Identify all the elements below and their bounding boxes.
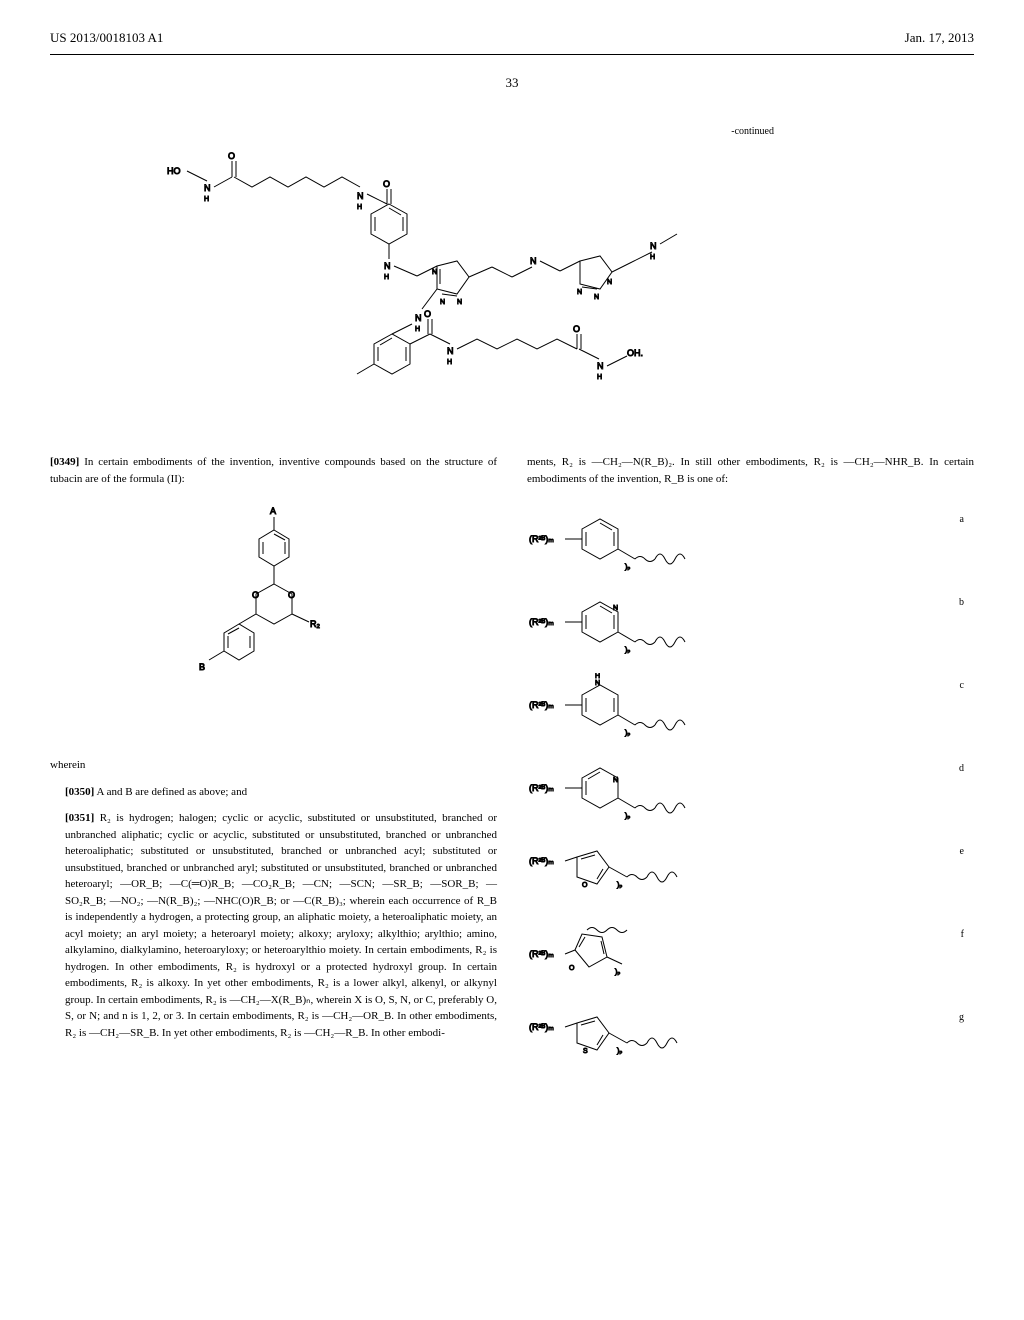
structure-b-row: (R²ᴮ)ₘ N )ₚ b bbox=[527, 590, 974, 665]
svg-text:S: S bbox=[583, 1048, 588, 1055]
svg-text:N: N bbox=[597, 361, 604, 371]
left-column: [0349] In certain embodiments of the inv… bbox=[50, 454, 497, 1088]
para-349-text: In certain embodiments of the invention,… bbox=[50, 456, 497, 485]
svg-text:H: H bbox=[595, 673, 600, 680]
svg-text:O: O bbox=[288, 590, 295, 600]
svg-text:H: H bbox=[597, 374, 602, 381]
svg-text:N: N bbox=[650, 241, 657, 251]
continued-label: -continued bbox=[731, 126, 774, 137]
wherein-label: wherein bbox=[50, 757, 497, 774]
svg-text:(R²ᴮ)ₘ: (R²ᴮ)ₘ bbox=[529, 949, 554, 959]
svg-text:O: O bbox=[573, 324, 580, 334]
svg-text:)ₚ: )ₚ bbox=[625, 647, 630, 654]
svg-text:O: O bbox=[252, 590, 259, 600]
svg-text:N: N bbox=[595, 680, 600, 687]
svg-text:N: N bbox=[357, 191, 364, 201]
page-number: 33 bbox=[50, 75, 974, 91]
svg-text:)ₚ: )ₚ bbox=[625, 730, 630, 737]
structure-c-row: (R²ᴮ)ₘ N H )ₚ c bbox=[527, 673, 974, 748]
right-column: ments, R₂ is —CH₂—N(R_B)₂. In still othe… bbox=[527, 454, 974, 1088]
svg-text:R₂: R₂ bbox=[310, 619, 320, 629]
svg-text:(R²ᴮ)ₘ: (R²ᴮ)ₘ bbox=[529, 700, 554, 710]
svg-text:N: N bbox=[447, 346, 454, 356]
svg-text:B: B bbox=[199, 662, 205, 672]
svg-text:(R²ᴮ)ₘ: (R²ᴮ)ₘ bbox=[529, 1022, 554, 1032]
svg-text:N: N bbox=[457, 299, 462, 306]
svg-text:)ₚ: )ₚ bbox=[617, 882, 622, 889]
para-num-350: [0350] bbox=[65, 786, 94, 798]
svg-text:H: H bbox=[384, 274, 389, 281]
structure-b: (R²ᴮ)ₘ N )ₚ bbox=[527, 590, 727, 660]
svg-text:(R²ᴮ)ₘ: (R²ᴮ)ₘ bbox=[529, 534, 554, 544]
col2-continuation: ments, R₂ is —CH₂—N(R_B)₂. In still othe… bbox=[527, 454, 974, 487]
structure-f-row: (R²ᴮ)ₘ O )ₚ f bbox=[527, 922, 974, 997]
rb-structures-list: (R²ᴮ)ₘ )ₚ a bbox=[527, 507, 974, 1080]
svg-text:(R²ᴮ)ₘ: (R²ᴮ)ₘ bbox=[529, 783, 554, 793]
paragraph-350: [0350] A and B are defined as above; and bbox=[50, 784, 497, 801]
svg-text:O: O bbox=[569, 965, 575, 972]
svg-text:H: H bbox=[204, 196, 209, 203]
svg-text:O: O bbox=[424, 309, 431, 319]
label-d: d bbox=[959, 756, 974, 776]
patent-number: US 2013/0018103 A1 bbox=[50, 30, 163, 46]
structure-d: (R²ᴮ)ₘ N )ₚ bbox=[527, 756, 727, 826]
svg-text:N: N bbox=[577, 289, 582, 296]
structure-c: (R²ᴮ)ₘ N H )ₚ bbox=[527, 673, 727, 743]
label-g: g bbox=[959, 1005, 974, 1025]
svg-text:N: N bbox=[613, 777, 618, 784]
svg-text:N: N bbox=[607, 279, 612, 286]
structure-g-row: (R²ᴮ)ₘ S )ₚ g bbox=[527, 1005, 974, 1080]
svg-text:N: N bbox=[613, 605, 618, 612]
svg-text:N: N bbox=[440, 299, 445, 306]
para-351-text: R₂ is hydrogen; halogen; cyclic or acycl… bbox=[65, 812, 497, 1039]
label-f: f bbox=[961, 922, 974, 942]
svg-text:)ₚ: )ₚ bbox=[625, 813, 630, 820]
para-num-349: [0349] bbox=[50, 456, 79, 468]
top-chemical-structure: HO N H O N H O N H N N N bbox=[50, 149, 974, 429]
svg-text:H: H bbox=[357, 204, 362, 211]
svg-text:(R²ᴮ)ₘ: (R²ᴮ)ₘ bbox=[529, 617, 554, 627]
svg-text:)ₚ: )ₚ bbox=[617, 1048, 622, 1055]
two-column-layout: [0349] In certain embodiments of the inv… bbox=[50, 454, 974, 1088]
svg-text:O: O bbox=[228, 151, 235, 161]
structure-a-row: (R²ᴮ)ₘ )ₚ a bbox=[527, 507, 974, 582]
svg-text:HO: HO bbox=[167, 166, 181, 176]
structure-e-row: (R²ᴮ)ₘ O )ₚ e bbox=[527, 839, 974, 914]
structure-g: (R²ᴮ)ₘ S )ₚ bbox=[527, 1005, 727, 1070]
structure-e: (R²ᴮ)ₘ O )ₚ bbox=[527, 839, 727, 904]
svg-text:O: O bbox=[383, 179, 390, 189]
svg-text:H: H bbox=[415, 326, 420, 333]
svg-text:N: N bbox=[530, 256, 537, 266]
patent-date: Jan. 17, 2013 bbox=[905, 30, 974, 46]
label-a: a bbox=[960, 507, 974, 527]
label-e: e bbox=[960, 839, 974, 859]
svg-text:H: H bbox=[650, 254, 655, 261]
formula-ii-structure: A O O R₂ bbox=[184, 502, 364, 742]
svg-text:A: A bbox=[270, 506, 276, 516]
label-b: b bbox=[959, 590, 974, 610]
header-rule bbox=[50, 54, 974, 55]
svg-text:N: N bbox=[594, 294, 599, 301]
paragraph-349: [0349] In certain embodiments of the inv… bbox=[50, 454, 497, 487]
paragraph-351: [0351] R₂ is hydrogen; halogen; cyclic o… bbox=[50, 810, 497, 1041]
para-num-351: [0351] bbox=[65, 812, 94, 824]
svg-text:OH.: OH. bbox=[627, 348, 643, 358]
structure-f: (R²ᴮ)ₘ O )ₚ bbox=[527, 922, 727, 997]
svg-text:N: N bbox=[204, 183, 211, 193]
svg-text:(R²ᴮ)ₘ: (R²ᴮ)ₘ bbox=[529, 856, 554, 866]
svg-text:)ₚ: )ₚ bbox=[615, 969, 620, 976]
svg-text:N: N bbox=[384, 261, 391, 271]
para-350-text: A and B are defined as above; and bbox=[96, 786, 247, 798]
svg-text:O: O bbox=[582, 882, 588, 889]
svg-text:N: N bbox=[432, 269, 437, 276]
structure-d-row: (R²ᴮ)ₘ N )ₚ d bbox=[527, 756, 974, 831]
structure-a: (R²ᴮ)ₘ )ₚ bbox=[527, 507, 727, 577]
svg-text:N: N bbox=[415, 313, 422, 323]
svg-text:)ₚ: )ₚ bbox=[625, 564, 630, 571]
label-c: c bbox=[960, 673, 974, 693]
svg-text:H: H bbox=[447, 359, 452, 366]
patent-header: US 2013/0018103 A1 Jan. 17, 2013 bbox=[50, 30, 974, 46]
